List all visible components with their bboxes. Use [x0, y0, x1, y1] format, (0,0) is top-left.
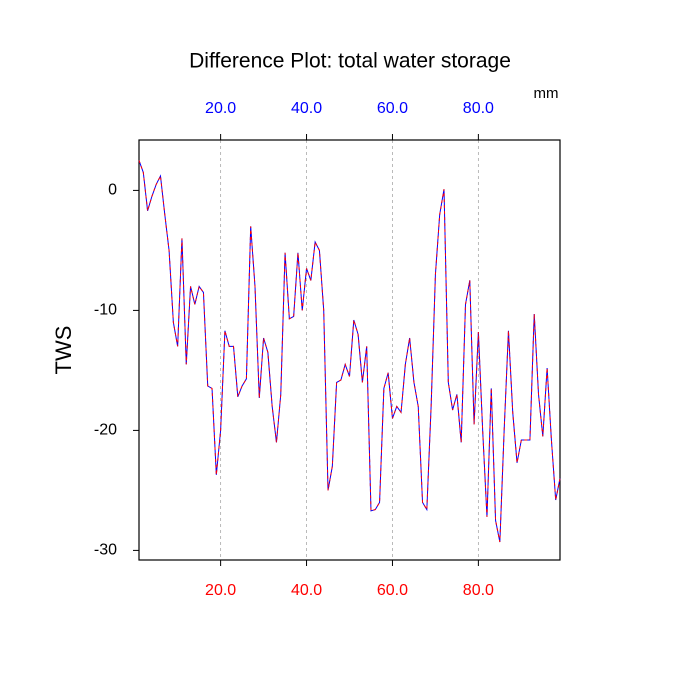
x-tick-label-top: 60.0: [377, 100, 408, 117]
data-line-dash: [138, 160, 561, 543]
chart-title: Difference Plot: total water storage: [189, 50, 511, 73]
y-tick-label: 0: [108, 182, 117, 199]
x-tick-label-top: 40.0: [291, 100, 322, 117]
y-tick-label: -30: [94, 542, 117, 559]
x-tick-label-top: 20.0: [205, 100, 236, 117]
y-axis-label: TWS: [51, 326, 76, 375]
x-tick-label: 20.0: [205, 582, 236, 599]
y-tick-label: -20: [94, 422, 117, 439]
x-tick-label: 60.0: [377, 582, 408, 599]
x-tick-label: 40.0: [291, 582, 322, 599]
plot-frame: [138, 139, 561, 561]
x-tick-label-top: 80.0: [463, 100, 494, 117]
x-tick-label: 80.0: [463, 582, 494, 599]
units-label: mm: [534, 85, 559, 102]
data-line: [138, 160, 561, 543]
y-tick-label: -10: [94, 302, 117, 319]
